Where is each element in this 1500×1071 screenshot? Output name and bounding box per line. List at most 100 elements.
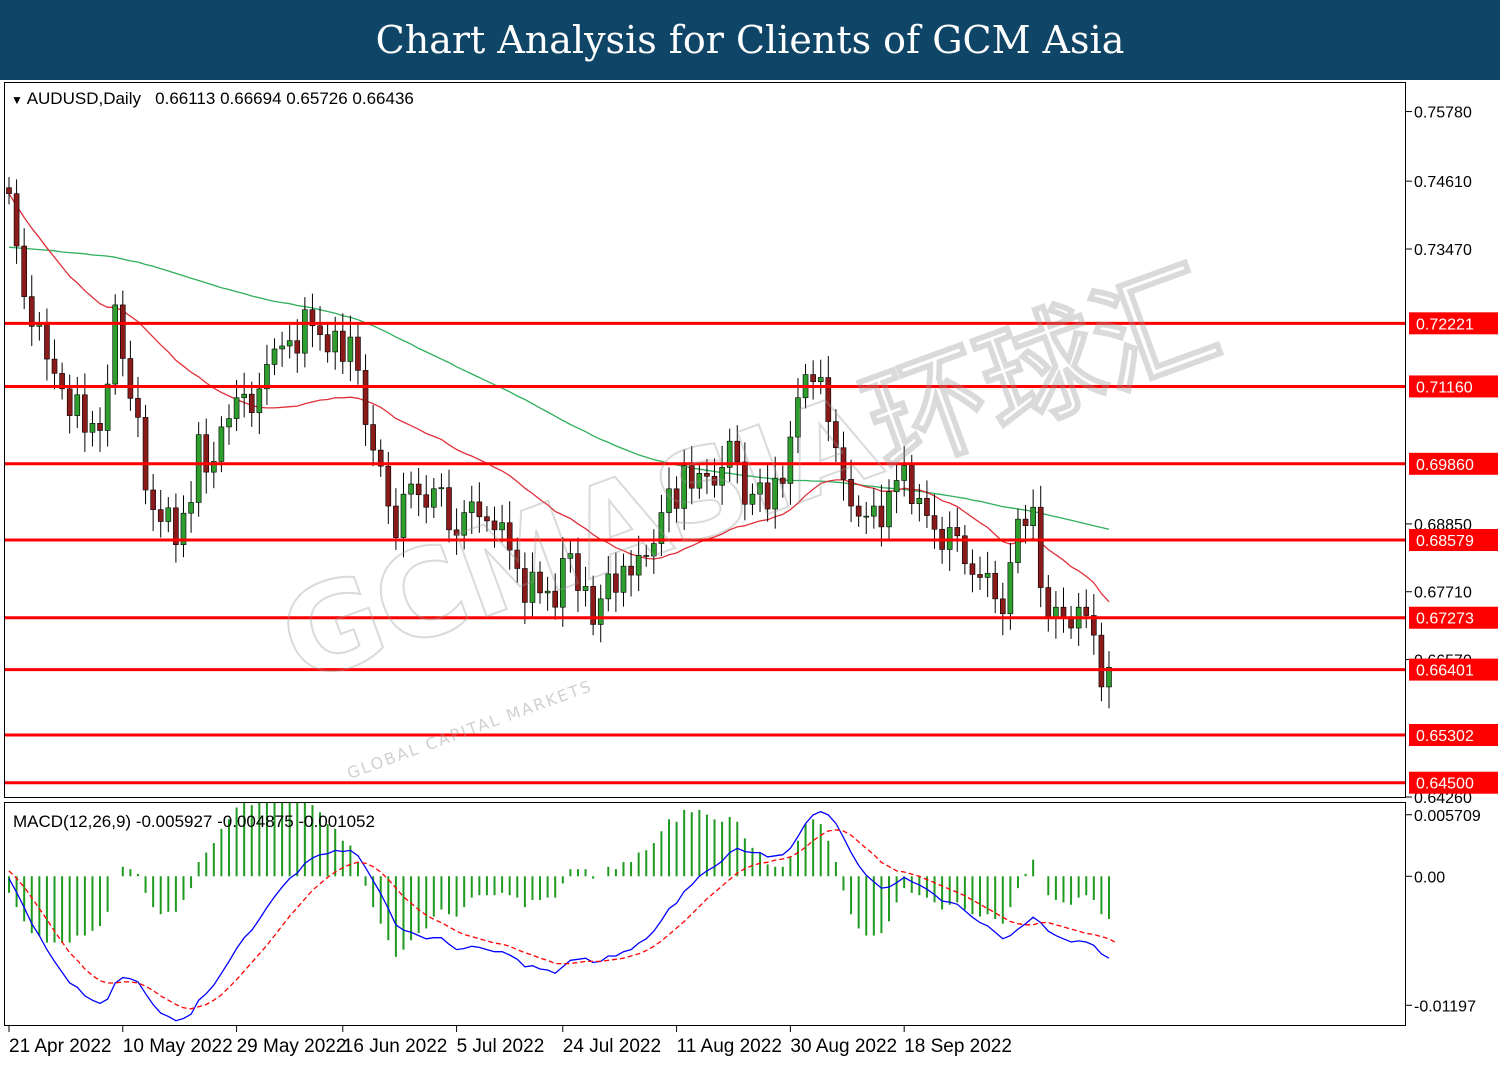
bull-candle-body xyxy=(567,553,574,559)
candle xyxy=(817,359,824,395)
bull-candle-body xyxy=(863,515,870,518)
bull-candle-body xyxy=(400,493,407,538)
candle xyxy=(44,308,50,381)
candle xyxy=(643,544,650,567)
macd-label: MACD(12,26,9) -0.005927 -0.004875 -0.001… xyxy=(13,812,375,831)
candle xyxy=(590,575,596,636)
bull-candle-body xyxy=(893,480,900,493)
bull-candle-body xyxy=(946,527,953,550)
bull-candle-body xyxy=(658,512,665,544)
candle xyxy=(6,177,12,205)
level-price-box xyxy=(1409,312,1498,335)
level-price-box xyxy=(1409,724,1498,747)
bear-candle-body xyxy=(415,483,422,496)
bear-candle-body xyxy=(173,507,179,546)
bear-candle-body xyxy=(150,489,156,510)
price-chart-svg xyxy=(5,177,1405,785)
bull-candle-body xyxy=(719,467,725,486)
bear-candle-body xyxy=(423,494,430,508)
bull-candle-body xyxy=(36,324,43,327)
candle xyxy=(772,456,779,529)
bear-candle-body xyxy=(810,374,816,382)
bull-candle-body xyxy=(286,340,293,347)
candle xyxy=(977,556,983,590)
candle xyxy=(324,323,331,363)
candle xyxy=(66,374,73,434)
bull-candle-body xyxy=(1106,666,1112,688)
candle xyxy=(157,489,164,538)
candle xyxy=(893,464,900,514)
macd-panel[interactable]: MACD(12,26,9) -0.005927 -0.004875 -0.001… xyxy=(4,802,1406,1026)
candle xyxy=(969,549,976,593)
x-tick-label: 29 May 2022 xyxy=(237,1036,347,1057)
level-price-box xyxy=(1409,375,1498,398)
macd-svg xyxy=(8,803,1117,1022)
bull-candle-body xyxy=(582,586,589,591)
candle xyxy=(764,464,771,522)
candle xyxy=(1053,591,1059,639)
bull-candle-body xyxy=(112,304,119,385)
candle xyxy=(309,293,316,348)
bear-candle-body xyxy=(833,421,839,449)
bear-candle-body xyxy=(977,574,983,578)
price-info: ▼ AUDUSD,Daily 0.66113 0.66694 0.65726 0… xyxy=(11,89,414,109)
candle xyxy=(264,344,270,405)
candle xyxy=(317,306,323,351)
collapse-triangle-icon[interactable]: ▼ xyxy=(11,93,23,107)
y-tick-label: 0.64260 xyxy=(1414,790,1472,807)
macd-tick-label: 0.00 xyxy=(1414,869,1445,886)
bear-candle-body xyxy=(1098,634,1105,688)
bear-candle-body xyxy=(59,373,65,390)
candle xyxy=(552,573,559,620)
candle xyxy=(74,376,81,429)
candle xyxy=(1045,575,1052,632)
bear-candle-body xyxy=(324,334,331,353)
bear-candle-body xyxy=(484,516,490,522)
bull-candle-body xyxy=(620,565,627,593)
bull-candle-body xyxy=(666,488,672,513)
level-price-box xyxy=(1409,529,1498,552)
price-chart-panel[interactable]: ▼ AUDUSD,Daily 0.66113 0.66694 0.65726 0… xyxy=(4,82,1406,798)
candle xyxy=(468,485,475,535)
candle xyxy=(567,541,574,573)
x-tick-label: 30 Aug 2022 xyxy=(790,1036,897,1057)
bull-candle-body xyxy=(104,383,111,431)
bear-candle-body xyxy=(1037,506,1044,588)
bull-candle-body xyxy=(408,483,414,495)
candle xyxy=(203,418,210,494)
bear-candle-body xyxy=(82,394,88,433)
bear-candle-body xyxy=(51,358,58,374)
candle xyxy=(734,425,741,484)
candle xyxy=(878,484,885,547)
bear-candle-body xyxy=(848,478,854,507)
y-tick-label: 0.67710 xyxy=(1414,585,1472,602)
candle xyxy=(233,379,240,432)
x-tick-label: 5 Jul 2022 xyxy=(457,1036,545,1057)
candle xyxy=(279,331,285,367)
bull-candle-body xyxy=(233,397,240,419)
bear-candle-body xyxy=(6,187,12,194)
y-tick-label: 0.74610 xyxy=(1414,174,1472,191)
bear-candle-body xyxy=(506,522,513,551)
bear-candle-body xyxy=(393,505,399,538)
candle xyxy=(810,360,816,400)
bull-candle-body xyxy=(468,501,475,513)
candle xyxy=(514,537,521,583)
candle xyxy=(582,566,589,607)
bull-candle-body xyxy=(256,388,263,413)
candle xyxy=(294,319,301,373)
candle xyxy=(165,497,172,533)
chart-header: Chart Analysis for Clients of GCM Asia xyxy=(0,0,1500,80)
candle xyxy=(36,312,43,341)
bull-candle-body xyxy=(817,377,824,382)
candle xyxy=(848,459,854,523)
candle xyxy=(195,422,202,517)
candle xyxy=(825,356,832,442)
candle xyxy=(142,404,149,505)
bear-candle-body xyxy=(119,304,126,359)
candle xyxy=(666,467,672,533)
bear-candle-body xyxy=(734,440,741,463)
candle xyxy=(757,468,763,512)
bear-candle-body xyxy=(309,309,316,327)
candle xyxy=(241,372,247,418)
